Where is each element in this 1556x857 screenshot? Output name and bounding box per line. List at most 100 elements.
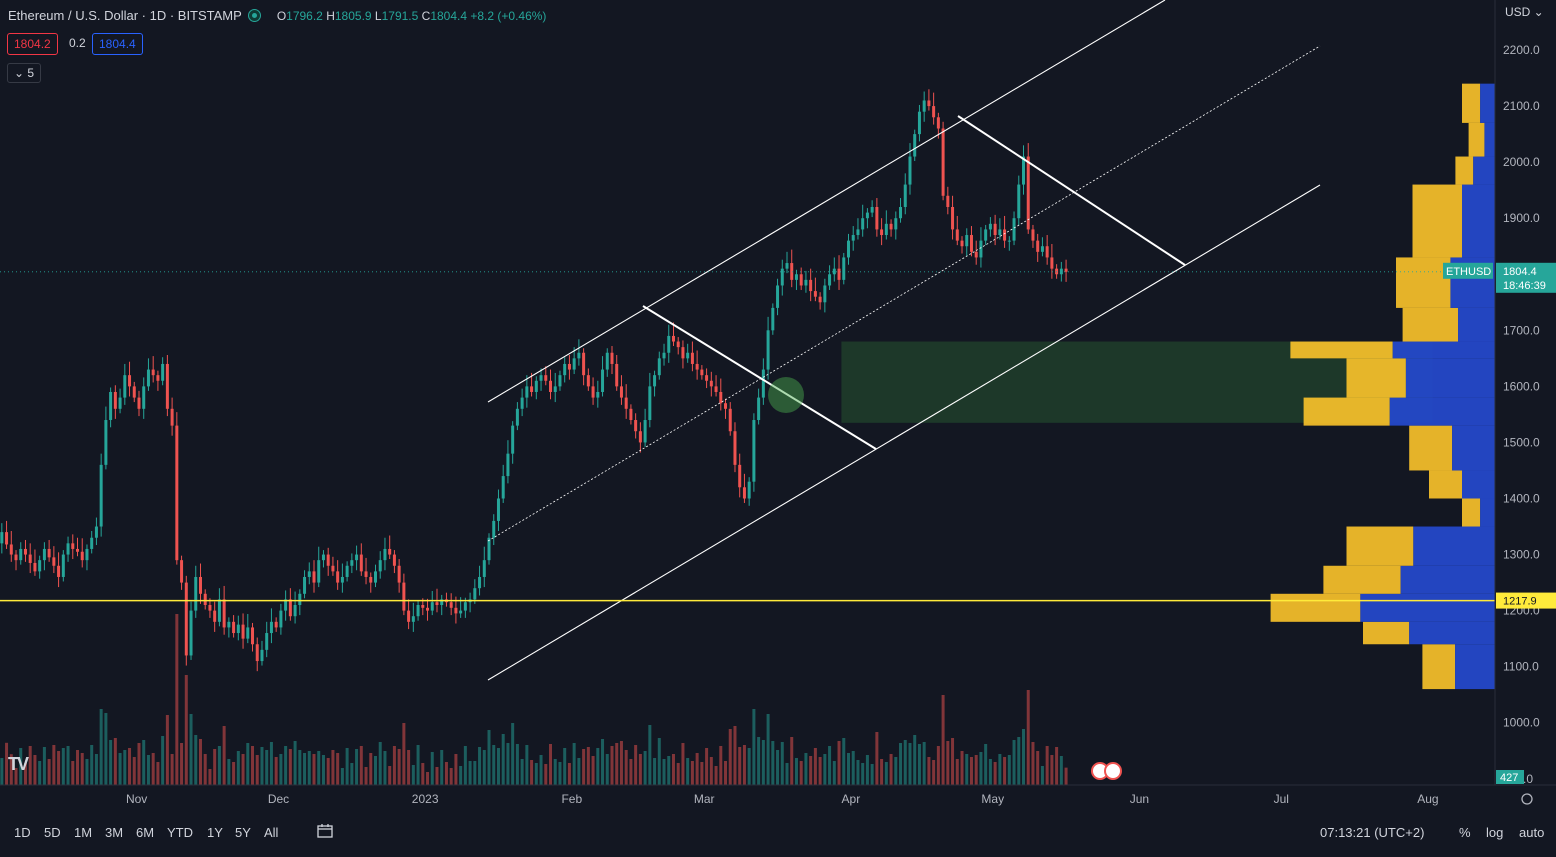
- range-button-all[interactable]: All: [264, 825, 279, 840]
- range-button-5d[interactable]: 5D: [44, 825, 61, 840]
- low-label: L: [374, 8, 382, 23]
- candle-body-110: [511, 425, 515, 454]
- volume-profile-down-7: [1409, 425, 1453, 471]
- candle-body-150: [700, 369, 704, 376]
- indicators-toggle[interactable]: ⌄ 5: [7, 63, 42, 83]
- volume-bar-76: [350, 763, 354, 785]
- volume-bar-61: [279, 754, 283, 785]
- volume-bar-219: [1026, 690, 1030, 785]
- volume-bar-209: [979, 752, 983, 785]
- candle-body-188: [880, 229, 884, 236]
- candle-body-155: [724, 403, 728, 409]
- last-price-tag-value: 1804.4: [1503, 266, 1537, 278]
- candle-body-147: [686, 352, 690, 359]
- range-button-1d[interactable]: 1D: [14, 825, 31, 840]
- volume-bar-125: [582, 749, 586, 785]
- candle-body-113: [525, 386, 529, 398]
- volume-bar-145: [676, 763, 680, 785]
- symbol-title[interactable]: Ethereum / U.S. Dollar · 1D · BITSTAMP: [8, 8, 242, 23]
- range-button-1y[interactable]: 1Y: [207, 825, 223, 840]
- volume-bar-190: [889, 754, 893, 785]
- candle-body-165: [771, 307, 775, 331]
- candle-body-19: [80, 551, 84, 561]
- volume-bar-137: [638, 754, 642, 785]
- range-button-3m[interactable]: 3M: [105, 825, 124, 840]
- auto-scale-button[interactable]: auto: [1519, 825, 1545, 840]
- candle-body-214: [1003, 229, 1007, 241]
- volume-bar-155: [724, 761, 728, 785]
- candle-body-219: [1026, 156, 1030, 230]
- volume-bar-73: [336, 753, 340, 785]
- volume-badge-bg: [1496, 770, 1524, 784]
- market-status-icon[interactable]: [247, 9, 261, 22]
- candle-body-192: [899, 206, 903, 219]
- candle-body-71: [326, 554, 330, 566]
- volume-bar-201: [941, 695, 945, 785]
- candle-body-86: [397, 565, 401, 583]
- candle-body-186: [870, 206, 874, 213]
- volume-bar-37: [165, 715, 169, 785]
- volume-bar-4: [9, 754, 13, 785]
- candle-body-6: [19, 548, 23, 561]
- volume-profile-up-7: [1452, 425, 1495, 471]
- range-button-ytd[interactable]: YTD: [167, 825, 193, 840]
- range-button-1m[interactable]: 1M: [74, 825, 93, 840]
- volume-bar-119: [553, 759, 557, 785]
- y-tick-label-11: 2000.0: [1503, 155, 1540, 169]
- volume-bar-80: [369, 753, 373, 785]
- bottom-toolbar: [0, 815, 1556, 852]
- date-range-calendar-icon[interactable]: [316, 822, 334, 843]
- candle-body-218: [1022, 156, 1026, 185]
- volume-profile-down-10: [1290, 341, 1393, 359]
- candle-body-91: [421, 605, 425, 608]
- volume-bar-106: [492, 745, 496, 785]
- y-tick-label-6: 1500.0: [1503, 435, 1540, 449]
- candle-body-9: [33, 562, 37, 572]
- log-scale-button[interactable]: log: [1486, 825, 1504, 840]
- candle-body-148: [690, 352, 694, 364]
- range-button-5y[interactable]: 5Y: [235, 825, 251, 840]
- volume-bar-79: [364, 767, 368, 785]
- candle-body-136: [634, 420, 638, 432]
- candle-body-117: [544, 375, 548, 381]
- buy-price-button[interactable]: 1804.4: [92, 33, 143, 55]
- currency-selector[interactable]: USD ⌄: [1505, 5, 1544, 19]
- volume-bar-32: [142, 740, 146, 785]
- settings-gear-icon[interactable]: [1521, 793, 1533, 805]
- y-tick-label-8: 1700.0: [1503, 323, 1540, 337]
- candle-body-52: [236, 624, 240, 634]
- volume-bar-211: [988, 759, 992, 785]
- candle-body-210: [984, 229, 988, 241]
- percent-scale-button[interactable]: %: [1459, 825, 1471, 840]
- candle-body-4: [9, 544, 13, 555]
- volume-bar-23: [99, 709, 103, 785]
- candle-body-36: [161, 363, 165, 381]
- volume-bar-182: [851, 751, 855, 785]
- candle-body-94: [435, 602, 439, 606]
- volume-bar-31: [137, 743, 141, 785]
- volume-bar-154: [719, 746, 723, 785]
- candle-body-151: [705, 375, 709, 381]
- candle-body-2: [0, 532, 4, 544]
- range-button-6m[interactable]: 6M: [136, 825, 155, 840]
- candle-body-144: [671, 335, 675, 342]
- volume-bar-120: [558, 762, 562, 785]
- volume-bar-83: [383, 751, 387, 785]
- volume-bar-33: [146, 755, 150, 785]
- volume-bar-96: [444, 762, 448, 785]
- high-value: 1805.9: [334, 8, 372, 23]
- sell-price-button[interactable]: 1804.2: [7, 33, 58, 55]
- candle-body-156: [728, 408, 732, 432]
- volume-bar-22: [94, 754, 98, 785]
- candle-body-223: [1045, 246, 1049, 258]
- volume-bar-81: [373, 756, 377, 785]
- candle-body-32: [142, 386, 146, 409]
- x-tick-label-4: Mar: [694, 792, 715, 806]
- clock-time[interactable]: 07:13:21 (UTC+2): [1320, 825, 1425, 840]
- candle-body-205: [960, 240, 964, 247]
- candle-body-157: [733, 431, 737, 465]
- candle-body-93: [430, 602, 434, 611]
- volume-bar-226: [1059, 756, 1063, 785]
